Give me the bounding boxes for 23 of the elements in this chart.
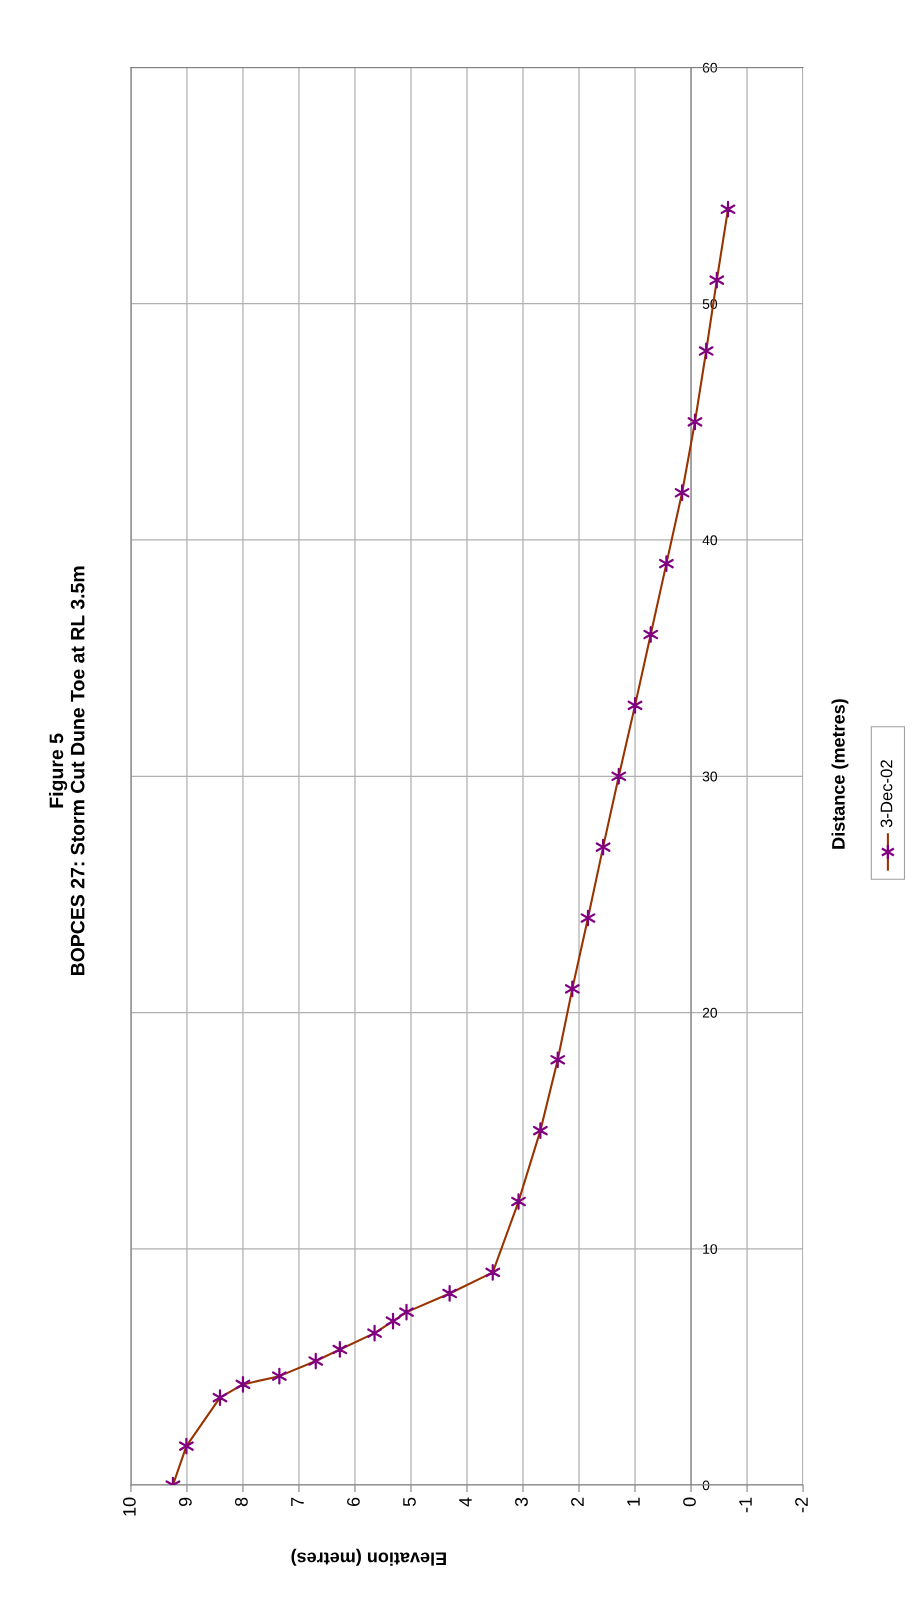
x-tick-label: 4 — [459, 1497, 472, 1507]
y-tick-label: 0 — [702, 1480, 710, 1491]
x-tick-label: 9 — [179, 1497, 192, 1507]
x-tick-label: 6 — [347, 1497, 360, 1506]
y-tick-label: 20 — [702, 1007, 718, 1018]
y-tick-label: 10 — [703, 1244, 718, 1254]
x-tick-label: 2 — [571, 1497, 584, 1507]
y-tick-label: 40 — [702, 535, 718, 546]
x-tick-label: 3 — [515, 1497, 528, 1507]
x-tick-label: 1 — [627, 1497, 640, 1506]
x-tick-label: 5 — [403, 1497, 416, 1507]
x-tick-label: 10 — [122, 1497, 136, 1516]
y-axis-title: Distance (metres) — [831, 699, 849, 849]
x-axis-title: Elevation (metres) — [291, 1548, 446, 1566]
text: Figure 5 — [48, 733, 68, 808]
x-tick-label: 7 — [291, 1497, 304, 1506]
x-tick-label: 0 — [683, 1497, 696, 1507]
x-tick-label: 8 — [235, 1497, 248, 1507]
text: 3-Dec-02 — [880, 760, 893, 828]
y-tick-label: 30 — [702, 771, 718, 782]
text: BOPCES 27: Storm Cut Dune Toe at RL 3.5m — [70, 566, 85, 976]
x-tick-label: -2 — [795, 1497, 808, 1513]
x-tick-label: -1 — [739, 1497, 752, 1513]
